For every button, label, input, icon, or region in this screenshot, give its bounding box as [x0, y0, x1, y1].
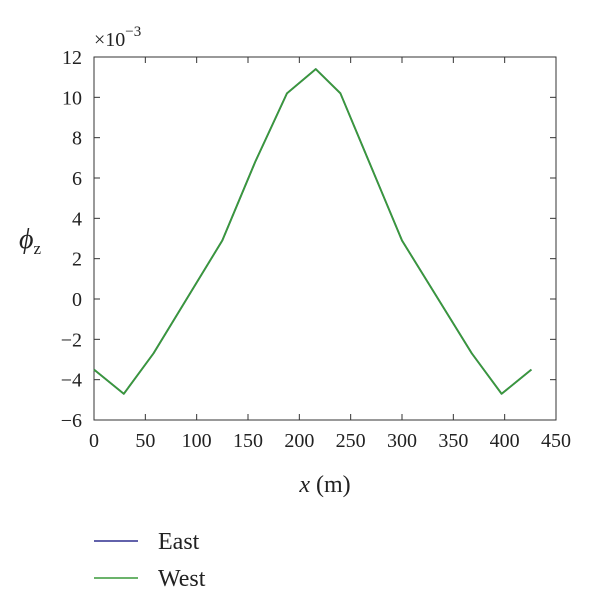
x-tick-label: 250	[336, 430, 366, 452]
y-axis-label-subscript: z	[34, 239, 42, 258]
labels-layer: ×10−3 ϕz x (m)	[19, 24, 351, 498]
x-axis-label-unit: (m)	[316, 472, 351, 498]
axes-layer: 0 50 100 150 200 250 300 350 400 450 −6 −4 −2 0 2 4 6 8 10…	[61, 47, 571, 452]
x-tick-label: 450	[541, 430, 571, 452]
y-tick-label: 8	[72, 128, 82, 150]
legend-label-west: West	[158, 566, 206, 592]
y-tick-label: −2	[61, 329, 82, 351]
legend: East West	[94, 529, 206, 592]
x-tick-label: 150	[233, 430, 263, 452]
x-tick-label: 0	[89, 430, 99, 452]
x-axis-label: x (m)	[298, 472, 350, 498]
y-tick-label: 6	[72, 168, 82, 190]
x-tick-label: 400	[490, 430, 520, 452]
y-tick-label: −6	[61, 410, 82, 432]
y-multiplier: ×10−3	[94, 24, 141, 51]
x-tick-label: 300	[387, 430, 417, 452]
y-tick-label: 4	[72, 208, 82, 230]
series-line-west	[93, 68, 532, 395]
y-tick-label: −4	[61, 370, 82, 392]
y-multiplier-base: ×10	[94, 29, 125, 51]
y-axis-label: ϕz	[19, 224, 42, 258]
y-tick-label: 2	[72, 249, 82, 271]
x-axis-label-variable: x	[298, 472, 310, 498]
y-axis-label-main: ϕ	[19, 224, 34, 255]
y-tick-label: 10	[62, 87, 82, 109]
x-tick-label: 350	[438, 430, 468, 452]
plot-frame	[93, 56, 557, 421]
x-tick-label: 50	[135, 430, 155, 452]
x-tick-label: 200	[284, 430, 314, 452]
legend-label-east: East	[158, 529, 200, 555]
y-multiplier-exponent: −3	[125, 24, 141, 40]
y-tick-label: 0	[72, 289, 82, 311]
x-tick-label: 100	[182, 430, 212, 452]
y-tick-label: 12	[62, 47, 82, 69]
series-layer	[93, 68, 532, 395]
